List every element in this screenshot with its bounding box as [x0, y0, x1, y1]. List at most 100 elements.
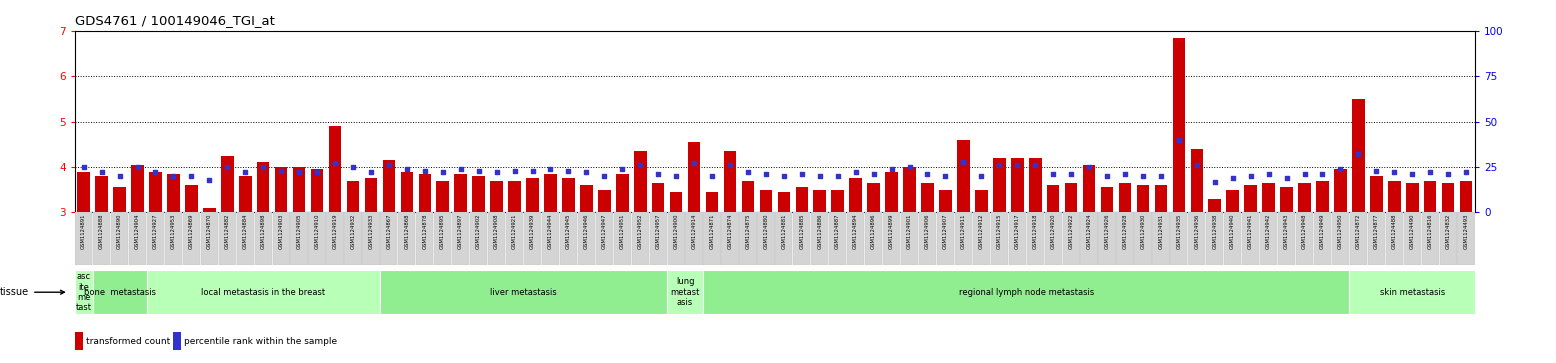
Text: GSM1124869: GSM1124869: [188, 214, 194, 249]
Point: [1184, 162, 1209, 168]
Bar: [75, 212, 92, 265]
Text: GSM1124917: GSM1124917: [1015, 214, 1019, 249]
Bar: [75, 270, 93, 314]
Bar: [669, 192, 683, 212]
Text: GSM1124945: GSM1124945: [566, 214, 571, 249]
Point: [1256, 171, 1281, 177]
Bar: [146, 270, 380, 314]
Text: GSM1124918: GSM1124918: [1033, 214, 1038, 249]
Bar: [598, 189, 610, 212]
Point: [520, 168, 545, 174]
Bar: [1386, 212, 1404, 265]
Text: GSM1124882: GSM1124882: [224, 214, 230, 249]
Bar: [166, 174, 179, 212]
Bar: [509, 180, 521, 212]
Text: GSM1124900: GSM1124900: [674, 214, 678, 249]
Bar: [668, 212, 685, 265]
Text: GSM1124950: GSM1124950: [1338, 214, 1343, 249]
Bar: [613, 212, 630, 265]
Bar: [1407, 183, 1419, 212]
Bar: [114, 187, 126, 212]
Text: GSM1124914: GSM1124914: [691, 214, 697, 249]
Text: regional lymph node metastasis: regional lymph node metastasis: [958, 288, 1094, 297]
Bar: [867, 183, 879, 212]
Text: GSM1124816: GSM1124816: [1428, 214, 1433, 249]
Point: [1077, 164, 1102, 170]
Text: GSM1124920: GSM1124920: [1050, 214, 1055, 249]
Bar: [146, 212, 163, 265]
Bar: [202, 208, 216, 212]
Text: GSM1124946: GSM1124946: [584, 214, 588, 249]
Bar: [398, 212, 415, 265]
Bar: [1260, 212, 1277, 265]
Bar: [795, 187, 808, 212]
Point: [1005, 162, 1030, 168]
Text: GSM1124921: GSM1124921: [512, 214, 517, 249]
Bar: [778, 192, 790, 212]
Point: [1022, 162, 1047, 168]
Point: [1365, 168, 1390, 174]
Point: [1203, 179, 1228, 184]
Point: [627, 162, 652, 168]
Bar: [255, 212, 272, 265]
Bar: [1388, 180, 1400, 212]
Point: [1382, 170, 1407, 175]
Bar: [1119, 183, 1131, 212]
Point: [431, 170, 456, 175]
Text: GSM1124903: GSM1124903: [279, 214, 283, 249]
Text: GSM1124910: GSM1124910: [314, 214, 319, 249]
Point: [969, 173, 994, 179]
Bar: [902, 167, 916, 212]
Bar: [957, 140, 969, 212]
Bar: [110, 212, 128, 265]
Bar: [308, 212, 325, 265]
Text: GSM1124878: GSM1124878: [422, 214, 428, 249]
Text: GSM1124871: GSM1124871: [710, 214, 714, 249]
Bar: [201, 212, 218, 265]
Text: GSM1124868: GSM1124868: [405, 214, 409, 249]
Point: [591, 173, 616, 179]
Bar: [1458, 212, 1475, 265]
Bar: [311, 169, 324, 212]
Bar: [257, 163, 269, 212]
Text: GSM1124942: GSM1124942: [1267, 214, 1271, 249]
Bar: [1063, 212, 1080, 265]
Point: [503, 168, 527, 174]
Point: [682, 160, 706, 166]
Bar: [1134, 212, 1151, 265]
Point: [233, 170, 258, 175]
Text: GSM1124939: GSM1124939: [531, 214, 535, 249]
Text: GSM1124915: GSM1124915: [997, 214, 1002, 249]
Point: [538, 166, 563, 172]
Text: GSM1124949: GSM1124949: [1319, 214, 1326, 249]
Bar: [1281, 187, 1293, 212]
Bar: [577, 212, 594, 265]
Text: GSM1124877: GSM1124877: [1374, 214, 1379, 249]
Point: [860, 171, 885, 177]
Text: GSM1124880: GSM1124880: [764, 214, 769, 249]
Point: [1400, 171, 1425, 177]
Text: GSM1124953: GSM1124953: [171, 214, 176, 249]
Bar: [688, 142, 700, 212]
Bar: [131, 165, 143, 212]
Bar: [706, 192, 719, 212]
Point: [1291, 171, 1316, 177]
Point: [1418, 170, 1442, 175]
Bar: [272, 212, 289, 265]
Bar: [347, 180, 359, 212]
Text: asc
ite
me
tast: asc ite me tast: [76, 272, 92, 312]
Bar: [470, 212, 487, 265]
Text: GSM1124957: GSM1124957: [655, 214, 661, 249]
Bar: [775, 212, 792, 265]
Text: GSM1124902: GSM1124902: [476, 214, 481, 249]
Bar: [794, 212, 811, 265]
Bar: [865, 212, 882, 265]
Bar: [1047, 185, 1060, 212]
Bar: [759, 189, 772, 212]
Bar: [490, 180, 503, 212]
Bar: [75, 332, 84, 350]
Bar: [703, 212, 720, 265]
Bar: [1349, 212, 1368, 265]
Bar: [165, 212, 182, 265]
Text: GSM1124936: GSM1124936: [1195, 214, 1200, 249]
